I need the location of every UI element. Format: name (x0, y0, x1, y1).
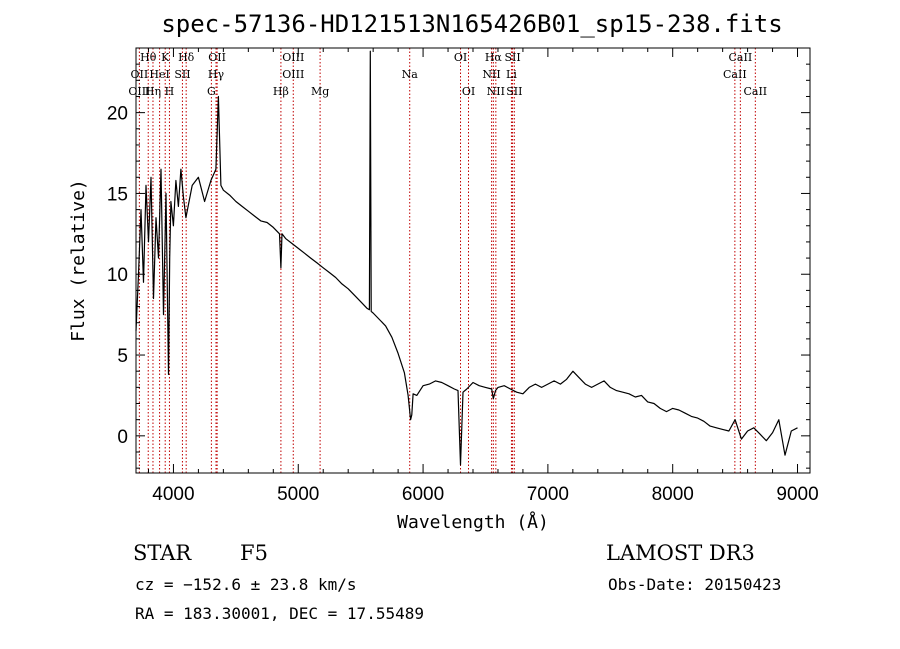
redshift-text: cz = −152.6 ± 23.8 km/s (135, 575, 357, 594)
y-tick-label: 0 (117, 427, 128, 448)
plot-frame (135, 47, 811, 474)
chart-title: spec-57136-HD121513N165426B01_sp15-238.f… (161, 10, 782, 38)
spectrum-series (135, 50, 798, 466)
x-tick-label: 4000 (152, 484, 194, 505)
axis-ticks: 4000 5000 6000 7000 8000 9000 0 5 10 15 20 (107, 48, 819, 505)
object-subclass: F5 (240, 541, 268, 565)
x-tick-label: 5000 (277, 484, 319, 505)
survey-name: LAMOST DR3 (606, 541, 755, 565)
line-marker-label: OI (454, 51, 467, 64)
line-marker-label: Mg (311, 85, 329, 98)
line-marker-label: G (207, 85, 216, 98)
line-marker-label: OIII (282, 51, 304, 64)
line-marker-label: SII (504, 51, 520, 64)
line-marker-label: SII (174, 68, 190, 81)
y-tick-label: 20 (107, 104, 128, 125)
line-marker-label: CaII (743, 85, 767, 98)
y-tick-label: 15 (107, 184, 128, 205)
line-marker-label: Li (506, 68, 517, 81)
y-axis-label: Flux (relative) (68, 179, 89, 342)
x-tick-label: 8000 (652, 484, 694, 505)
obs-date: Obs-Date: 20150423 (608, 575, 781, 594)
line-marker-label: HeI (149, 68, 169, 81)
y-tick-label: 5 (117, 346, 128, 367)
x-tick-label: 6000 (402, 484, 444, 505)
line-marker-label: K (161, 51, 170, 64)
line-marker-label: CaII (723, 68, 747, 81)
line-marker-label: Hδ (178, 51, 195, 64)
line-marker-label: OIII (282, 68, 304, 81)
x-tick-label: 7000 (527, 484, 569, 505)
line-marker-label: Hη (145, 85, 161, 98)
line-marker-label: OII (208, 51, 226, 64)
line-marker-label: NII (487, 85, 505, 98)
line-marker-label: OII (131, 68, 149, 81)
x-tick-label: 9000 (776, 484, 818, 505)
series-layer (135, 50, 798, 466)
line-marker-label: Na (402, 68, 419, 81)
line-marker-label: NII (482, 68, 500, 81)
line-marker-label: OIII (128, 85, 150, 98)
y-tick-label: 10 (107, 265, 128, 286)
line-marker-label: Hα (485, 51, 503, 64)
x-axis-label: Wavelength (Å) (397, 511, 549, 533)
line-marker-label: Hγ (208, 68, 225, 81)
line-markers (138, 48, 756, 473)
object-class: STAR (133, 541, 192, 565)
line-marker-label: OI (462, 85, 475, 98)
line-marker-label: SII (506, 85, 522, 98)
line-marker-label: H (165, 85, 175, 98)
line-marker-label: Hθ (140, 51, 157, 64)
coordinates: RA = 183.30001, DEC = 17.55489 (135, 604, 424, 623)
line-marker-label: CaII (729, 51, 753, 64)
line-marker-label: Hβ (273, 85, 289, 98)
